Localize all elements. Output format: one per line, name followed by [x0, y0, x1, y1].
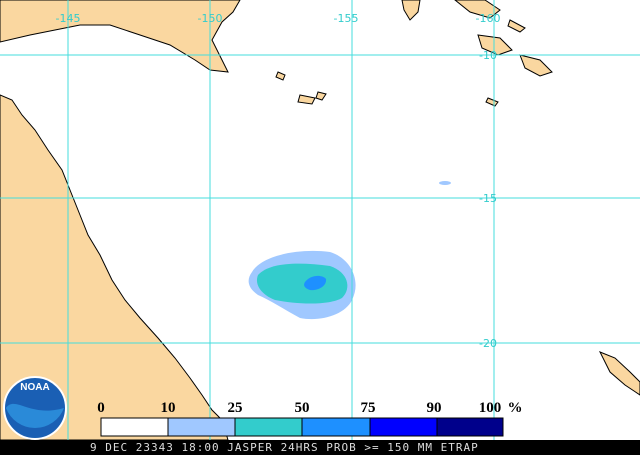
legend-label: 0 — [97, 400, 105, 416]
legend-label: 90 — [427, 400, 442, 416]
land — [0, 0, 640, 441]
footer-text: 9 DEC 23343 18:00 JASPER 24HRS PROB >= 1… — [90, 441, 479, 454]
footer-bar — [0, 440, 640, 455]
legend — [100, 417, 504, 437]
legend-label: 10 — [161, 400, 176, 416]
probability-area — [248, 181, 451, 320]
latitude-label: -20 — [479, 337, 497, 350]
longitude-label: -155 — [334, 12, 359, 25]
logo: NOAA — [3, 376, 67, 440]
legend-label: 50 — [295, 400, 310, 416]
legend-unit: % — [508, 400, 523, 416]
logo-text: NOAA — [20, 382, 49, 393]
latitude-label: -15 — [479, 192, 497, 205]
legend-label: 75 — [361, 400, 376, 416]
legend-label: 25 — [228, 400, 243, 416]
legend-label: 100 — [479, 400, 502, 416]
graticule — [0, 0, 640, 440]
longitude-label: -160 — [476, 12, 501, 25]
longitude-label: -150 — [198, 12, 223, 25]
latitude-label: -10 — [479, 49, 497, 62]
longitude-label: -145 — [56, 12, 81, 25]
